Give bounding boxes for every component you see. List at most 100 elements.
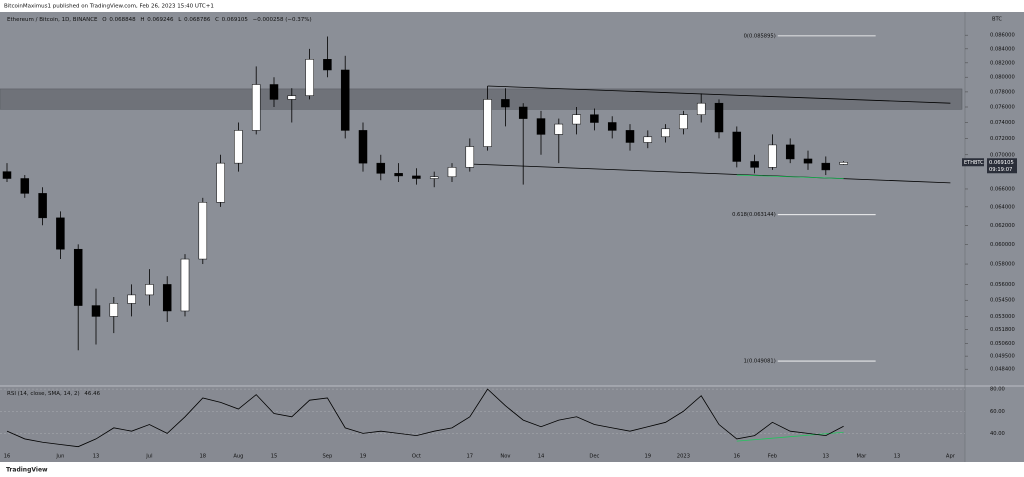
y-tick-label: 40.00 bbox=[990, 431, 1005, 437]
candle-body bbox=[38, 193, 47, 219]
candle-body bbox=[412, 175, 421, 179]
y-tick-label: 0.086000 bbox=[990, 33, 1015, 39]
candle-body bbox=[305, 59, 314, 96]
y-tick-label: 0.049500 bbox=[990, 354, 1015, 360]
candle-body bbox=[340, 69, 350, 131]
candle-body bbox=[536, 118, 546, 135]
x-tick-label: 13 bbox=[822, 454, 829, 460]
candle-body bbox=[821, 162, 831, 171]
y-tick-label: 0.060000 bbox=[990, 242, 1015, 248]
ohlc-value: 0.069105 bbox=[222, 17, 249, 23]
y-tick-label: 0.054500 bbox=[990, 298, 1015, 304]
x-tick-label: 19 bbox=[360, 454, 367, 460]
x-tick-label: 17 bbox=[466, 454, 473, 460]
candle-body bbox=[447, 167, 457, 178]
x-tick-label: Mar bbox=[857, 454, 868, 460]
publisher: BitcoinMaximus1 published on TradingView… bbox=[4, 4, 214, 10]
candle-body bbox=[216, 162, 225, 203]
symbol: Ethereum / Bitcoin, 1D, BINANCE bbox=[7, 17, 98, 23]
y-tick-label: 0.058000 bbox=[990, 262, 1015, 268]
x-tick-label: Jul bbox=[145, 454, 152, 460]
x-tick-label: 13 bbox=[93, 454, 100, 460]
resistance-zone bbox=[0, 88, 963, 110]
ohlc-label: C bbox=[215, 17, 219, 23]
footer bbox=[0, 462, 1024, 477]
candle-body bbox=[750, 161, 759, 168]
candle-body bbox=[785, 144, 795, 160]
x-tick-label: Dec bbox=[589, 454, 599, 460]
ohlc-label: L bbox=[178, 17, 182, 23]
y-tick-label: 0.070000 bbox=[990, 152, 1015, 158]
y-tick-label: 0.062000 bbox=[990, 223, 1015, 229]
candle-body bbox=[696, 102, 706, 115]
candle-body bbox=[145, 284, 154, 296]
trend-line bbox=[469, 163, 951, 184]
y-tick-label: 0.076000 bbox=[990, 105, 1015, 111]
candle-body bbox=[732, 131, 742, 162]
y-tick-label: 60.00 bbox=[990, 409, 1005, 415]
candle-body bbox=[91, 305, 101, 317]
candle-body bbox=[358, 130, 368, 164]
candle-body bbox=[20, 178, 30, 194]
rsi-background bbox=[0, 386, 965, 462]
rsi-last: 46.46 bbox=[84, 391, 100, 397]
price-tag bbox=[962, 158, 984, 167]
last-price: 0.069105 bbox=[989, 160, 1014, 166]
candle-body bbox=[465, 146, 475, 168]
candle-body bbox=[643, 136, 653, 143]
candle-body bbox=[607, 122, 617, 131]
x-tick-label: 15 bbox=[271, 454, 278, 460]
x-tick-label: 2023 bbox=[677, 454, 690, 460]
candle-body bbox=[518, 106, 528, 119]
y-tick-label: 0.080000 bbox=[990, 75, 1015, 81]
x-tick-label: Aug bbox=[233, 454, 243, 460]
candle-body bbox=[714, 102, 724, 133]
candle-body bbox=[625, 130, 635, 143]
candle-body bbox=[376, 162, 386, 174]
candle-body bbox=[2, 171, 12, 179]
symbol-header: Ethereum / Bitcoin, 1D, BINANCE O 0.0688… bbox=[7, 17, 312, 23]
ohlc-value: 0.069246 bbox=[147, 17, 174, 23]
ticker-label: ETHBTC bbox=[964, 160, 984, 166]
candle-body bbox=[198, 202, 208, 260]
y-tick-label: 0.064000 bbox=[990, 204, 1015, 210]
fib-label: 0.618(0.063144) bbox=[732, 212, 776, 218]
y-tick-label: 0.053000 bbox=[990, 314, 1015, 320]
y-tick-label: 0.074000 bbox=[990, 120, 1015, 126]
y-tick-label: 0.048400 bbox=[990, 367, 1015, 373]
candle-body bbox=[180, 258, 190, 312]
candle-body bbox=[590, 114, 599, 123]
candle-body bbox=[269, 84, 279, 100]
x-tick-label: Oct bbox=[412, 454, 421, 460]
x-tick-label: 14 bbox=[538, 454, 545, 460]
y-tick-label: 0.066000 bbox=[990, 186, 1015, 192]
candle-body bbox=[501, 99, 510, 108]
x-tick-label: 13 bbox=[894, 454, 901, 460]
y-tick-label: 0.082000 bbox=[990, 60, 1015, 66]
y-tick-label: 0.051800 bbox=[990, 327, 1015, 333]
candle-body bbox=[73, 248, 83, 306]
fib-label: 0(0.085895) bbox=[744, 33, 776, 39]
y-tick-label: 0.072000 bbox=[990, 136, 1015, 142]
x-tick-label: 18 bbox=[199, 454, 206, 460]
candle-body bbox=[162, 284, 172, 312]
candle-body bbox=[429, 176, 439, 179]
axis-unit: BTC bbox=[992, 17, 1002, 23]
candle-body bbox=[768, 144, 777, 168]
y-tick-label: 0.056000 bbox=[990, 282, 1015, 288]
y-tick-label: 0.050600 bbox=[990, 341, 1015, 347]
trend-line bbox=[487, 85, 951, 104]
countdown: 09:19:07 bbox=[989, 167, 1012, 173]
y-tick-label: 0.084000 bbox=[990, 46, 1015, 52]
price-tag bbox=[987, 158, 1017, 174]
candle-body bbox=[127, 294, 136, 304]
candle-body bbox=[839, 162, 848, 165]
change: −0.000258 (−0.37%) bbox=[253, 17, 312, 23]
x-tick-label: Jun bbox=[55, 454, 64, 460]
candle-body bbox=[661, 128, 670, 138]
x-tick-label: Sep bbox=[323, 454, 333, 460]
candle-body bbox=[56, 217, 65, 250]
x-tick-label: Apr bbox=[946, 454, 956, 460]
rsi-header: RSI (14, close, SMA, 14, 2) 46.46 bbox=[7, 391, 101, 397]
